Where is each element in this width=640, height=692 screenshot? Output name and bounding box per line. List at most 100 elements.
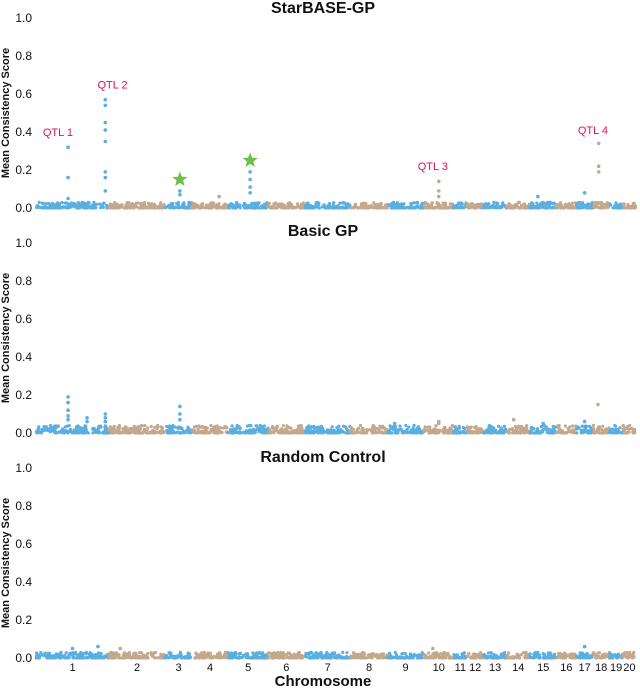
peak-point (85, 416, 89, 420)
data-point (72, 428, 76, 432)
data-point (43, 651, 47, 655)
data-point (71, 431, 75, 435)
peak-point (103, 128, 108, 132)
data-point (432, 656, 436, 660)
data-point (477, 428, 481, 432)
data-point (244, 205, 249, 209)
data-point (209, 655, 213, 660)
data-point (422, 656, 427, 660)
data-point (424, 206, 428, 210)
data-point (380, 653, 384, 657)
data-point (52, 203, 56, 207)
peak-point (596, 170, 601, 174)
data-point (316, 428, 321, 432)
data-point (125, 655, 129, 660)
data-point (403, 651, 407, 656)
data-point (281, 424, 286, 428)
data-point (313, 429, 317, 434)
data-point (274, 428, 278, 432)
data-point (299, 425, 303, 430)
data-point (140, 431, 145, 435)
data-point (571, 424, 575, 428)
data-point (446, 205, 450, 210)
data-point (92, 202, 96, 207)
data-point (104, 424, 108, 428)
data-point (63, 656, 67, 660)
qtl-label: QTL 3 (418, 161, 448, 173)
data-point (102, 656, 106, 660)
data-point (265, 428, 269, 432)
data-point (520, 424, 524, 429)
data-point (581, 428, 585, 433)
data-point (76, 201, 81, 205)
data-point (574, 203, 579, 207)
data-point (175, 201, 179, 206)
data-point (195, 431, 199, 435)
data-point (343, 656, 347, 660)
data-point (323, 206, 327, 210)
data-point (546, 200, 550, 204)
data-point (452, 431, 456, 435)
data-point (159, 652, 163, 656)
data-point (138, 424, 142, 428)
data-point (443, 426, 447, 430)
data-point (630, 655, 634, 660)
data-point (552, 427, 556, 431)
data-point (320, 655, 324, 660)
data-point (515, 427, 519, 431)
data-point (339, 656, 343, 660)
data-point (420, 206, 424, 210)
y-axis-label: Mean Consistency Score (0, 498, 12, 628)
data-point (378, 424, 382, 428)
data-point (69, 203, 73, 208)
y-axis-label: Mean Consistency Score (0, 48, 12, 178)
peak-point (596, 164, 601, 168)
data-point (291, 205, 295, 210)
data-point (410, 206, 414, 210)
data-point (444, 206, 448, 210)
data-point (90, 205, 95, 209)
data-point (439, 651, 444, 656)
data-point (540, 429, 544, 433)
data-point (583, 427, 588, 431)
panel-title: StarBASE-GP (271, 0, 375, 17)
data-point (416, 430, 420, 434)
data-point (571, 206, 575, 210)
data-point (393, 206, 397, 210)
data-point (36, 204, 40, 208)
data-point (501, 202, 505, 206)
data-point (316, 431, 320, 435)
data-point (597, 427, 601, 431)
peak-point (66, 417, 70, 422)
data-point (279, 431, 283, 435)
data-point (153, 425, 157, 429)
peak-point (582, 644, 587, 649)
data-point (64, 205, 68, 209)
data-point (429, 204, 433, 208)
data-point (590, 200, 594, 205)
data-point (610, 427, 614, 431)
peak-point (96, 644, 100, 649)
data-point (472, 655, 476, 660)
data-point (471, 430, 475, 434)
data-point (217, 430, 221, 434)
data-point (412, 431, 416, 435)
data-point (468, 430, 472, 435)
data-point (426, 425, 430, 429)
data-point (314, 655, 318, 659)
panel-title: Basic GP (288, 223, 359, 240)
data-point (550, 206, 554, 210)
y-tick-label: 0.0 (15, 651, 32, 665)
data-point (345, 651, 349, 655)
data-point (545, 206, 549, 210)
data-point (83, 201, 87, 205)
data-point (323, 655, 327, 659)
data-point (543, 656, 547, 660)
data-point (187, 652, 191, 656)
data-point (523, 206, 527, 210)
data-point (200, 204, 205, 208)
peak-point (436, 189, 441, 193)
data-point (575, 431, 579, 435)
data-point (332, 651, 337, 655)
x-tick-label: 9 (403, 662, 409, 674)
